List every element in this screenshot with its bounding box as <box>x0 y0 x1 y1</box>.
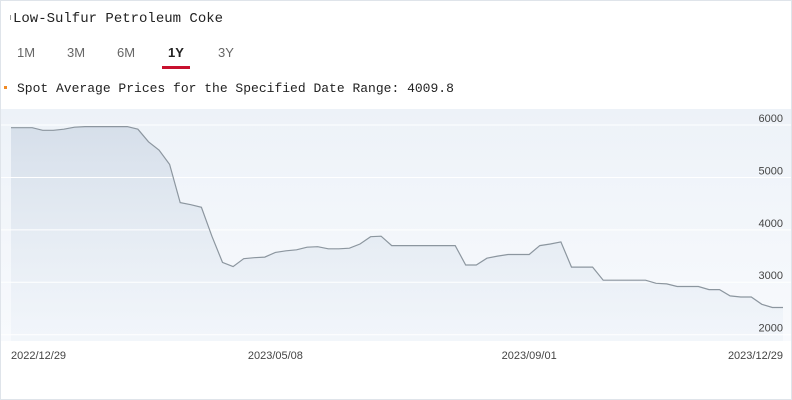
tab[interactable]: 1Y <box>151 45 201 69</box>
tab-label[interactable]: 1Y <box>162 45 190 69</box>
tab-label[interactable]: 3M <box>66 45 86 60</box>
y-tick-label: 6000 <box>759 113 783 125</box>
y-tick-label: 5000 <box>759 165 783 177</box>
tabs: 1M 3M 6M 1Y 3Y <box>1 45 251 69</box>
summary-label: Spot Average Prices for the Specified Da… <box>17 81 400 96</box>
tab-label[interactable]: 3Y <box>218 45 234 60</box>
x-tick-label: 2023/09/01 <box>502 350 557 362</box>
tab[interactable]: 1M <box>1 45 51 68</box>
area <box>11 126 783 341</box>
summary: Spot Average Prices for the Specified Da… <box>4 81 454 96</box>
tab[interactable]: 3Y <box>201 45 251 68</box>
x-tick-label: 2023/05/08 <box>248 350 303 362</box>
x-tick-label: 2022/12/29 <box>11 350 66 362</box>
tab[interactable]: 6M <box>101 45 151 68</box>
title: Low-Sulfur Petroleum Coke <box>9 11 224 27</box>
y-tick-label: 3000 <box>759 270 783 282</box>
y-tick-label: 4000 <box>759 218 783 230</box>
line <box>11 126 783 309</box>
summary-value: 4009.8 <box>407 81 454 96</box>
tab-label[interactable]: 1M <box>16 45 36 60</box>
x-tick-label: 2023/12/29 <box>728 350 783 362</box>
tab[interactable]: 3M <box>51 45 101 68</box>
y-tick-label: 2000 <box>759 323 783 335</box>
tab-label[interactable]: 6M <box>116 45 136 60</box>
